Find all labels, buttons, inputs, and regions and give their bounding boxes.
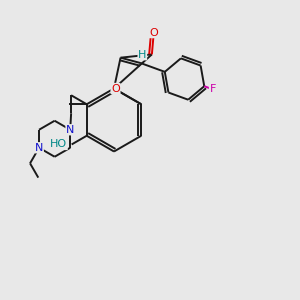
Text: N: N [66, 125, 74, 135]
Text: N: N [35, 143, 43, 153]
Text: O: O [111, 83, 120, 94]
Text: O: O [149, 28, 158, 38]
Text: HO: HO [50, 140, 67, 149]
Text: F: F [209, 84, 216, 94]
Text: H: H [138, 50, 146, 60]
